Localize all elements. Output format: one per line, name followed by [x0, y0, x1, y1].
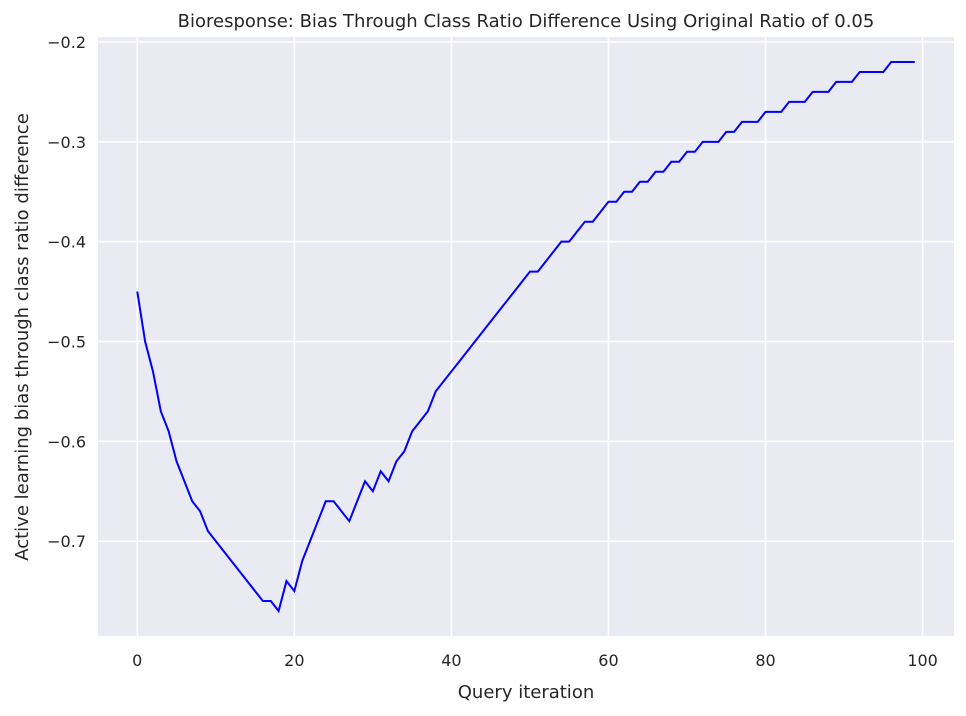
y-tick-label: −0.7: [47, 532, 86, 551]
y-tick-label: −0.3: [47, 133, 86, 152]
plot-background: [98, 37, 954, 636]
x-axis-label: Query iteration: [458, 682, 594, 703]
y-tick-label: −0.5: [47, 332, 86, 351]
x-tick-label: 80: [755, 651, 775, 670]
chart-title: Bioresponse: Bias Through Class Ratio Di…: [178, 11, 875, 32]
x-tick-label: 60: [598, 651, 618, 670]
y-axis-label: Active learning bias through class ratio…: [12, 113, 33, 561]
y-tick-label: −0.6: [47, 432, 86, 451]
y-tick-label: −0.2: [47, 33, 86, 52]
gridlines: [98, 37, 954, 636]
y-tick-labels: −0.7 −0.6 −0.5 −0.4 −0.3 −0.2: [47, 33, 86, 551]
x-tick-labels: 0 20 40 60 80 100: [132, 651, 938, 670]
x-tick-label: 100: [907, 651, 938, 670]
y-tick-label: −0.4: [47, 233, 86, 252]
series-line: [136, 60, 915, 614]
x-tick-label: 20: [284, 651, 304, 670]
x-tick-label: 40: [441, 651, 461, 670]
x-tick-label: 0: [132, 651, 142, 670]
